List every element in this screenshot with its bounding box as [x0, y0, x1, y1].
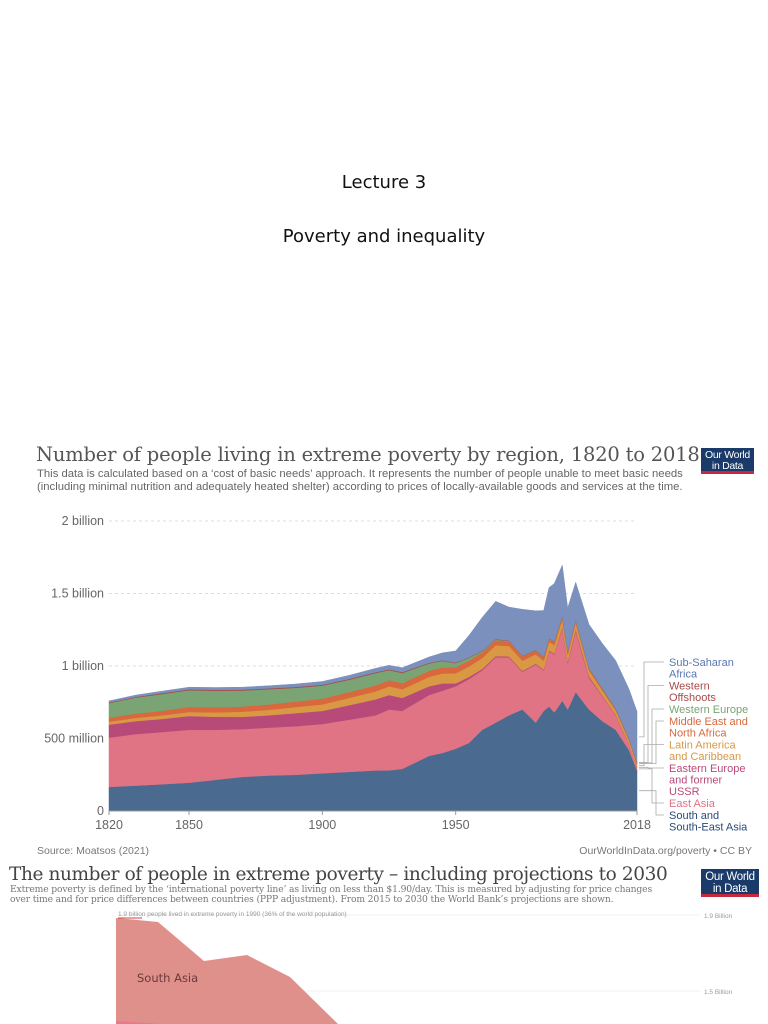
legend-connector — [639, 790, 664, 816]
owid-logo-line1: Our World — [705, 871, 755, 883]
legend-label: Middle East and — [669, 716, 748, 728]
legend-item-western-europe[interactable]: Western Europe — [639, 704, 748, 764]
chart2-description-line: over time and for price differences betw… — [10, 894, 614, 905]
chart1-plot: 0 500 million 1 billion 1.5 billion 2 billio… — [44, 514, 748, 834]
legend-label: Sub-Saharan — [669, 657, 734, 669]
legend-label: Western Europe — [669, 704, 748, 716]
chart2-title: The number of people in extreme poverty … — [9, 864, 668, 885]
chart1-source: Source: Moatsos (2021) — [37, 845, 150, 857]
legend-label: Eastern Europe — [669, 763, 745, 775]
lecture-number: Lecture 3 — [341, 172, 427, 193]
region-label-south-asia: South Asia — [137, 971, 198, 985]
y-tick-label: 500 million — [44, 732, 104, 746]
y-tick-label: 0 — [97, 804, 104, 818]
legend-connector — [639, 708, 664, 764]
y-tick-label: 2 billion — [62, 514, 104, 528]
legend-label: and former — [669, 775, 723, 787]
chart1-credit-link[interactable]: OurWorldInData.org/poverty • CC BY — [579, 845, 752, 857]
legend-connector — [639, 768, 664, 804]
owid-logo[interactable]: Our World in Data — [701, 869, 759, 897]
owid-logo[interactable]: Our World in Data — [701, 448, 754, 474]
chart2-description: Extreme poverty is defined by the ‘inter… — [10, 885, 700, 905]
legend-connector — [639, 720, 664, 765]
legend-label: East Asia — [669, 798, 716, 810]
lecture-title: Poverty and inequality — [282, 226, 486, 247]
legend-label: USSR — [669, 786, 700, 798]
chart2-description-line: Extreme poverty is defined by the ‘inter… — [10, 884, 653, 895]
legend-item-east-asia[interactable]: East Asia — [639, 768, 716, 810]
area-south-asia — [116, 918, 338, 1024]
x-tick-label: 2018 — [623, 818, 651, 832]
owid-logo-line1: Our World — [705, 449, 750, 461]
chart1-description: This data is calculated based on a ‘cost… — [37, 468, 683, 493]
legend-label: South-East Asia — [669, 822, 748, 834]
y-tick-label: 1.5 billion — [51, 587, 104, 601]
x-tick-label: 1850 — [175, 818, 203, 832]
legend-label: North Africa — [669, 728, 727, 740]
owid-logo-line2: in Data — [712, 882, 748, 895]
chart2-annotation: 1.9 billion people lived in extreme pove… — [118, 911, 347, 918]
legend-label: Western — [669, 681, 710, 693]
area-other-region — [116, 1021, 160, 1024]
legend-connector — [639, 766, 664, 769]
x-tick-label: 1820 — [95, 818, 123, 832]
y-axis-label: 1.5 Billion — [704, 989, 733, 996]
owid-logo-line2: in Data — [711, 460, 744, 472]
x-tick-label: 1950 — [442, 818, 470, 832]
chart2-plot: 1.9 billion people lived in extreme pove… — [116, 911, 733, 1024]
legend-label: and Caribbean — [669, 751, 741, 763]
legend-label: Latin America — [669, 740, 737, 752]
legend-label: Offshoots — [669, 692, 716, 704]
chart1-title: Number of people living in extreme pover… — [36, 443, 700, 466]
y-tick-label: 1 billion — [62, 659, 104, 673]
x-tick-label: 1900 — [308, 818, 336, 832]
legend-connector — [639, 744, 664, 767]
area-sub-saharan-africa — [108, 564, 638, 763]
legend-connector — [639, 661, 664, 738]
legend-label: Africa — [669, 669, 698, 681]
legend-label: South and — [669, 810, 719, 822]
legend-connector — [639, 685, 664, 763]
y-axis-label: 1.9 Billion — [704, 913, 733, 920]
